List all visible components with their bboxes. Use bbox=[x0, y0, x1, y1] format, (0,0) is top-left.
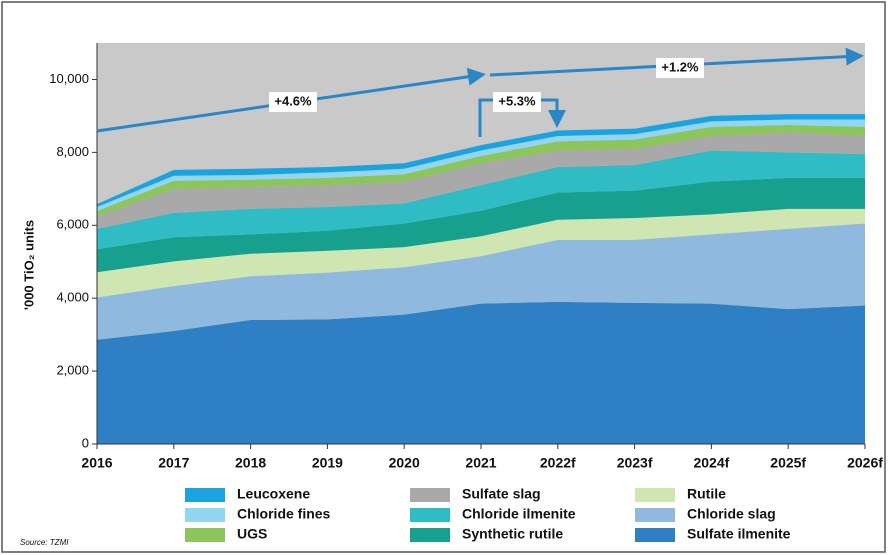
y-tick-label: 2,000 bbox=[56, 363, 89, 378]
y-axis-label: '000 TiO₂ units bbox=[21, 220, 36, 310]
legend-label: Chloride ilmenite bbox=[462, 506, 576, 522]
y-tick-label: 0 bbox=[82, 435, 89, 450]
area bbox=[97, 132, 865, 229]
x-tick-label: 2018 bbox=[235, 455, 266, 471]
x-tick-label: 2016 bbox=[81, 455, 112, 471]
x-tick-label: 2025f bbox=[770, 455, 806, 471]
legend-swatch bbox=[635, 488, 675, 502]
annotation-box bbox=[493, 92, 541, 112]
legend-swatch bbox=[635, 528, 675, 542]
legend-label: Chloride slag bbox=[687, 506, 776, 522]
area bbox=[97, 208, 865, 298]
annotation: +1.2% bbox=[661, 59, 699, 74]
y-tick-label: 4,000 bbox=[56, 290, 89, 305]
x-tick-label: 2024f bbox=[693, 455, 729, 471]
annotation-box bbox=[656, 58, 704, 78]
legend-label: Rutile bbox=[687, 486, 726, 502]
x-tick-label: 2023f bbox=[617, 455, 653, 471]
legend-label: Synthetic rutile bbox=[462, 526, 563, 542]
area bbox=[97, 301, 865, 444]
legend-swatch bbox=[410, 528, 450, 542]
legend-swatch bbox=[185, 508, 225, 522]
area bbox=[97, 177, 865, 273]
x-tick-label: 2020 bbox=[389, 455, 420, 471]
x-tick-label: 2026f bbox=[847, 455, 883, 471]
y-tick-label: 8,000 bbox=[56, 144, 89, 159]
legend-label: Sulfate ilmenite bbox=[687, 526, 791, 542]
x-tick-label: 2022f bbox=[540, 455, 576, 471]
legend-swatch bbox=[410, 508, 450, 522]
y-tick-label: 10,000 bbox=[49, 71, 89, 86]
legend-swatch bbox=[185, 488, 225, 502]
annotation-box bbox=[269, 92, 317, 112]
y-tick-label: 6,000 bbox=[56, 217, 89, 232]
area bbox=[97, 150, 865, 250]
legend-swatch bbox=[635, 508, 675, 522]
x-tick-label: 2021 bbox=[465, 455, 496, 471]
legend-label: Sulfate slag bbox=[462, 486, 541, 502]
legend-label: Leucoxene bbox=[237, 486, 310, 502]
annotation: +5.3% bbox=[498, 93, 536, 108]
area bbox=[97, 223, 865, 340]
x-tick-label: 2017 bbox=[158, 455, 189, 471]
source: Source: TZMI bbox=[20, 538, 69, 547]
legend-label: UGS bbox=[237, 526, 267, 542]
x-tick-label: 2019 bbox=[312, 455, 343, 471]
legend-swatch bbox=[410, 488, 450, 502]
legend-swatch bbox=[185, 528, 225, 542]
annotation: +4.6% bbox=[274, 93, 312, 108]
legend-label: Chloride fines bbox=[237, 506, 331, 522]
